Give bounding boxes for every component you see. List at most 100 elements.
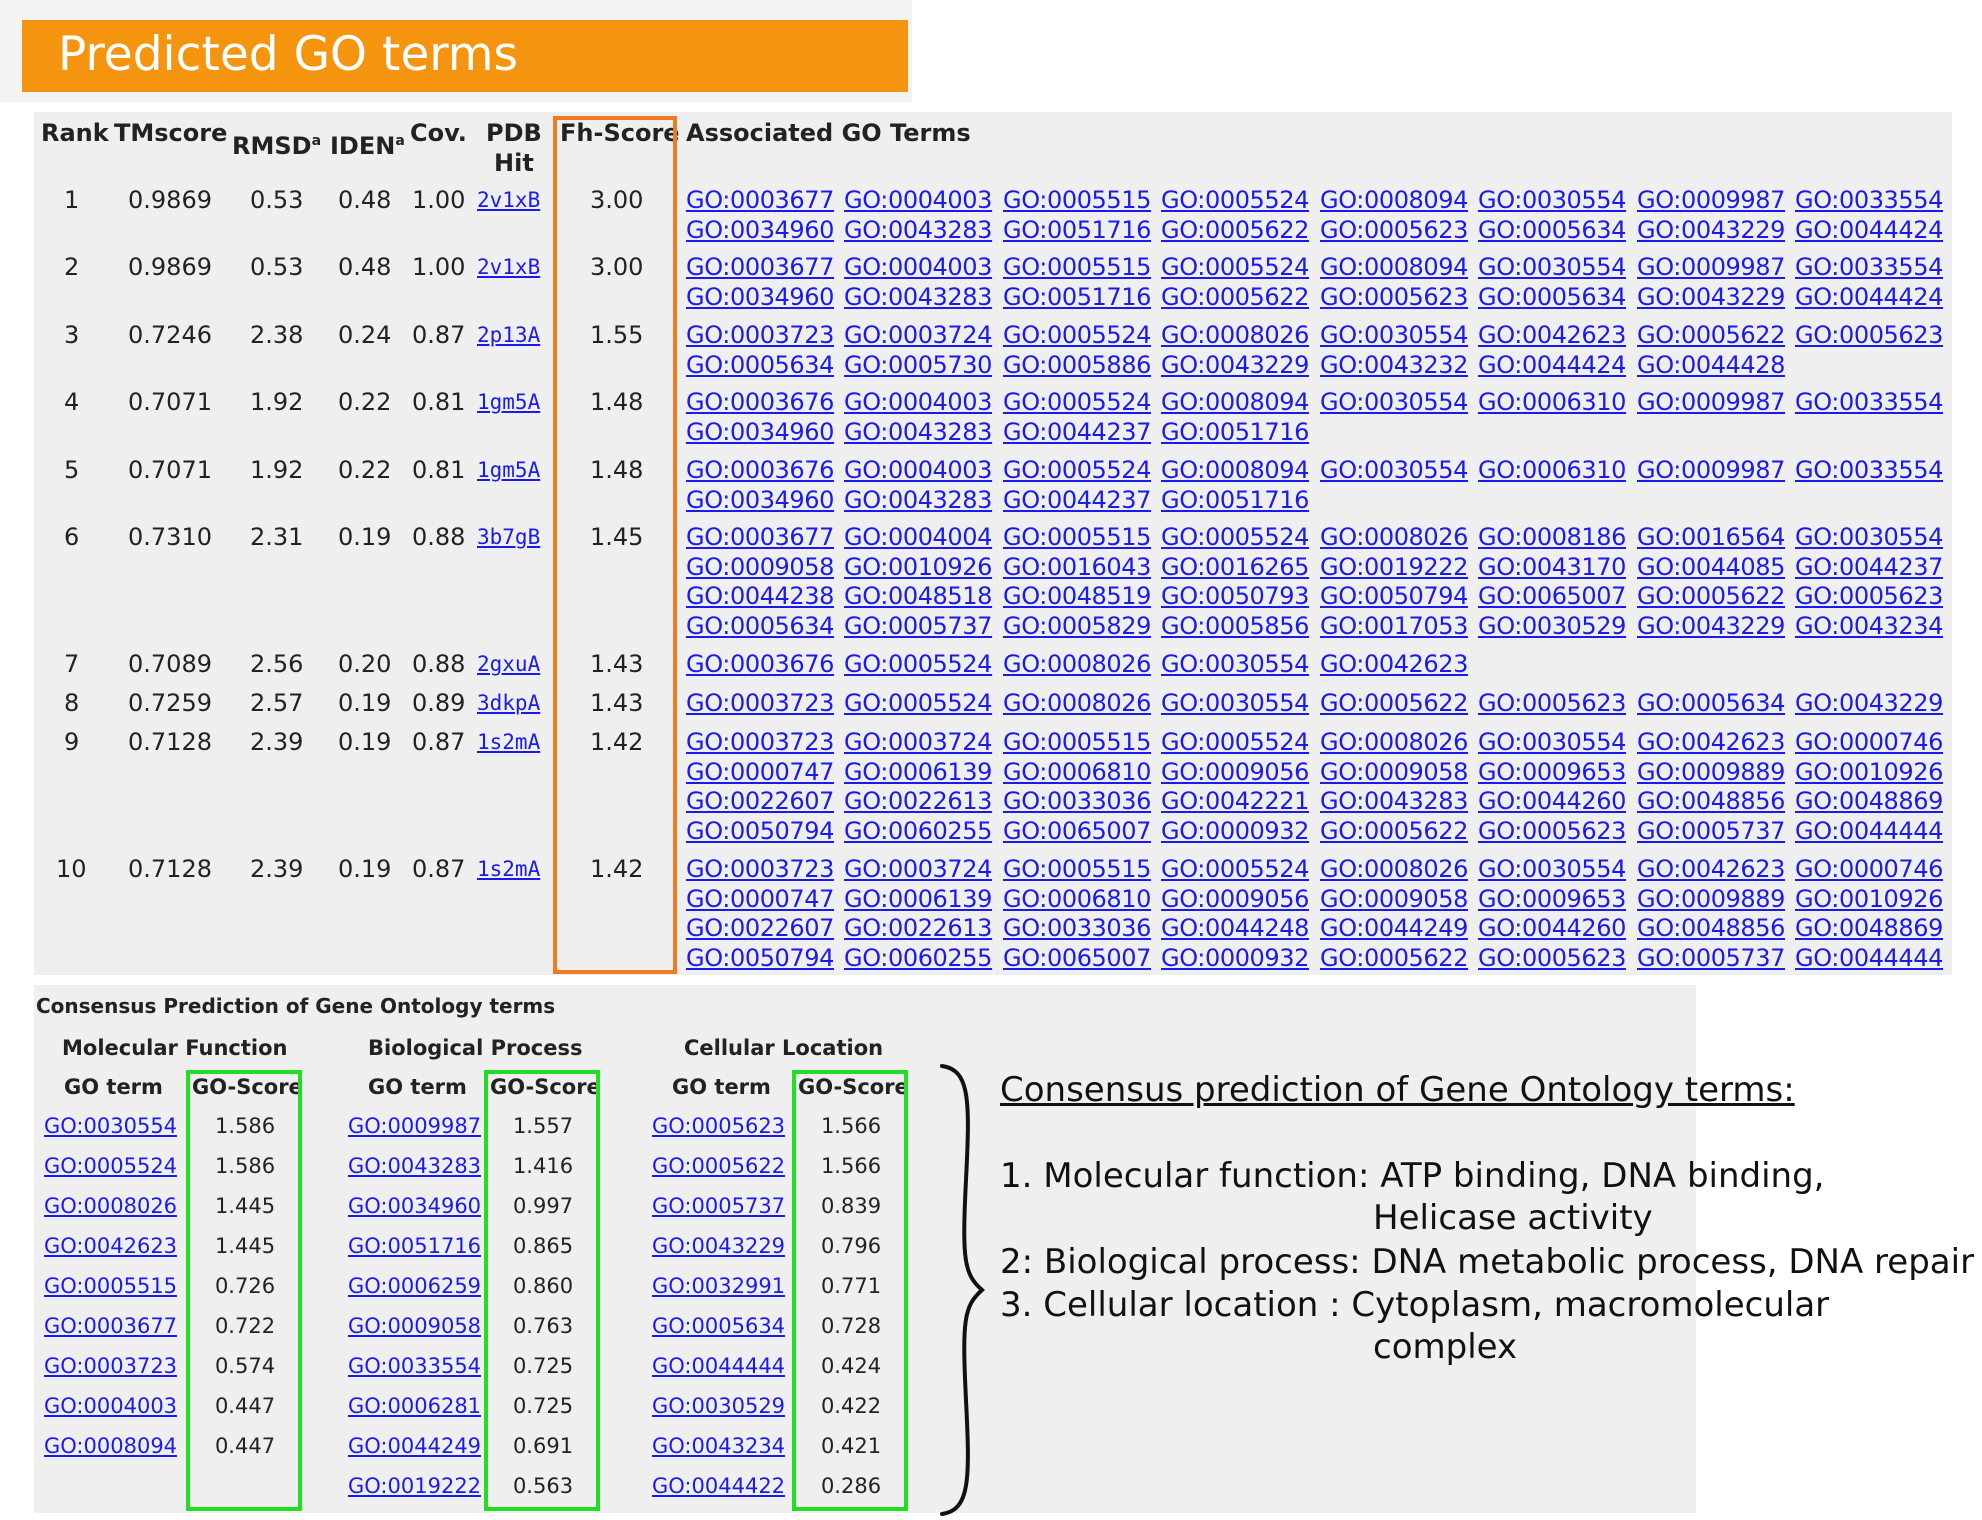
go-term-link[interactable]: GO:0005524 bbox=[1161, 253, 1310, 281]
go-term-link[interactable]: GO:0030554 bbox=[1320, 456, 1469, 484]
go-term-link[interactable]: GO:0044444 bbox=[1795, 816, 1944, 845]
go-term-link[interactable]: GO:0009056 bbox=[1161, 757, 1310, 786]
go-term-link[interactable]: GO:0016043 bbox=[1003, 552, 1152, 581]
go-term-link[interactable]: GO:0005886 bbox=[1003, 350, 1152, 379]
go-term-link[interactable]: GO:0005623 bbox=[1320, 215, 1469, 244]
go-term-link[interactable]: GO:0034960 bbox=[686, 215, 835, 244]
go-term-link[interactable]: GO:0043229 bbox=[1161, 350, 1310, 379]
go-term-link[interactable]: GO:0005524 bbox=[1003, 388, 1152, 416]
go-term-link[interactable]: GO:0030554 bbox=[1320, 388, 1469, 416]
go-term-link[interactable]: GO:0004003 bbox=[844, 253, 993, 281]
consensus-go-link[interactable]: GO:0004003 bbox=[44, 1394, 178, 1418]
go-term-link[interactable]: GO:0005634 bbox=[1478, 282, 1627, 311]
go-term-link[interactable]: GO:0043229 bbox=[1795, 689, 1944, 717]
go-term-link[interactable]: GO:0034960 bbox=[686, 417, 835, 446]
go-term-link[interactable]: GO:0006310 bbox=[1478, 456, 1627, 484]
consensus-go-link[interactable]: GO:0033554 bbox=[348, 1354, 482, 1378]
go-term-link[interactable]: GO:0044444 bbox=[1795, 943, 1944, 972]
go-term-link[interactable]: GO:0042623 bbox=[1637, 728, 1786, 756]
consensus-go-link[interactable]: GO:0005515 bbox=[44, 1274, 178, 1298]
go-term-link[interactable]: GO:0022613 bbox=[844, 914, 993, 942]
go-term-link[interactable]: GO:0008094 bbox=[1161, 456, 1310, 484]
pdb-hit-link[interactable]: 1gm5A bbox=[477, 390, 541, 414]
consensus-go-link[interactable]: GO:0043283 bbox=[348, 1154, 482, 1178]
go-term-link[interactable]: GO:0005634 bbox=[686, 611, 835, 640]
go-term-link[interactable]: GO:0060255 bbox=[844, 816, 993, 845]
go-term-link[interactable]: GO:0006810 bbox=[1003, 757, 1152, 786]
pdb-hit-link[interactable]: 2p13A bbox=[477, 323, 541, 347]
go-term-link[interactable]: GO:0005623 bbox=[1795, 582, 1944, 610]
go-term-link[interactable]: GO:0010926 bbox=[1795, 757, 1944, 786]
consensus-go-link[interactable]: GO:0044444 bbox=[652, 1354, 786, 1378]
pdb-hit-link[interactable]: 1gm5A bbox=[477, 458, 541, 482]
go-term-link[interactable]: GO:0016564 bbox=[1637, 523, 1786, 551]
go-term-link[interactable]: GO:0003724 bbox=[844, 855, 993, 883]
go-term-link[interactable]: GO:0051716 bbox=[1161, 417, 1310, 446]
go-term-link[interactable]: GO:0003724 bbox=[844, 728, 993, 756]
go-term-link[interactable]: GO:0005622 bbox=[1637, 582, 1786, 610]
go-term-link[interactable]: GO:0003676 bbox=[686, 456, 835, 484]
go-term-link[interactable]: GO:0008094 bbox=[1320, 253, 1469, 281]
go-term-link[interactable]: GO:0009653 bbox=[1478, 757, 1627, 786]
go-term-link[interactable]: GO:0005623 bbox=[1478, 943, 1627, 972]
go-term-link[interactable]: GO:0050793 bbox=[1161, 582, 1310, 610]
go-term-link[interactable]: GO:0043229 bbox=[1637, 215, 1786, 244]
go-term-link[interactable]: GO:0005622 bbox=[1320, 943, 1469, 972]
go-term-link[interactable]: GO:0030554 bbox=[1478, 253, 1627, 281]
go-term-link[interactable]: GO:0048856 bbox=[1637, 787, 1786, 815]
go-term-link[interactable]: GO:0051716 bbox=[1161, 485, 1310, 514]
go-term-link[interactable]: GO:0034960 bbox=[686, 485, 835, 514]
consensus-go-link[interactable]: GO:0030529 bbox=[652, 1394, 786, 1418]
go-term-link[interactable]: GO:0003723 bbox=[686, 728, 835, 756]
go-term-link[interactable]: GO:0003723 bbox=[686, 321, 835, 349]
go-term-link[interactable]: GO:0009987 bbox=[1637, 388, 1786, 416]
go-term-link[interactable]: GO:0005515 bbox=[1003, 855, 1152, 883]
go-term-link[interactable]: GO:0008026 bbox=[1161, 321, 1310, 349]
go-term-link[interactable]: GO:0005622 bbox=[1161, 282, 1310, 311]
consensus-go-link[interactable]: GO:0019222 bbox=[348, 1474, 482, 1498]
go-term-link[interactable]: GO:0000932 bbox=[1161, 943, 1310, 972]
go-term-link[interactable]: GO:0033554 bbox=[1795, 186, 1944, 214]
go-term-link[interactable]: GO:0043283 bbox=[844, 215, 993, 244]
pdb-hit-link[interactable]: 2gxuA bbox=[477, 652, 541, 676]
go-term-link[interactable]: GO:0030554 bbox=[1795, 523, 1944, 551]
go-term-link[interactable]: GO:0044424 bbox=[1795, 215, 1944, 244]
go-term-link[interactable]: GO:0051716 bbox=[1003, 282, 1152, 311]
go-term-link[interactable]: GO:0005524 bbox=[1161, 855, 1310, 883]
go-term-link[interactable]: GO:0005829 bbox=[1003, 611, 1152, 640]
go-term-link[interactable]: GO:0030554 bbox=[1478, 855, 1627, 883]
go-term-link[interactable]: GO:0019222 bbox=[1320, 552, 1469, 581]
go-term-link[interactable]: GO:0044428 bbox=[1637, 350, 1786, 379]
go-term-link[interactable]: GO:0048519 bbox=[1003, 582, 1152, 610]
consensus-go-link[interactable]: GO:0005524 bbox=[44, 1154, 178, 1178]
go-term-link[interactable]: GO:0044424 bbox=[1478, 350, 1627, 379]
go-term-link[interactable]: GO:0051716 bbox=[1003, 215, 1152, 244]
go-term-link[interactable]: GO:0009056 bbox=[1161, 884, 1310, 913]
go-term-link[interactable]: GO:0005623 bbox=[1478, 816, 1627, 845]
go-term-link[interactable]: GO:0005623 bbox=[1320, 282, 1469, 311]
go-term-link[interactable]: GO:0005524 bbox=[1003, 456, 1152, 484]
go-term-link[interactable]: GO:0003724 bbox=[844, 321, 993, 349]
go-term-link[interactable]: GO:0043232 bbox=[1320, 350, 1469, 379]
consensus-go-link[interactable]: GO:0003677 bbox=[44, 1314, 178, 1338]
consensus-go-link[interactable]: GO:0008026 bbox=[44, 1194, 178, 1218]
go-term-link[interactable]: GO:0005634 bbox=[1478, 215, 1627, 244]
go-term-link[interactable]: GO:0009058 bbox=[1320, 884, 1469, 913]
go-term-link[interactable]: GO:0003676 bbox=[686, 650, 835, 678]
go-term-link[interactable]: GO:0033036 bbox=[1003, 914, 1152, 942]
consensus-go-link[interactable]: GO:0043234 bbox=[652, 1434, 786, 1458]
go-term-link[interactable]: GO:0005515 bbox=[1003, 186, 1152, 214]
pdb-hit-link[interactable]: 2v1xB bbox=[477, 255, 541, 279]
go-term-link[interactable]: GO:0030554 bbox=[1161, 689, 1310, 717]
go-term-link[interactable]: GO:0044237 bbox=[1003, 417, 1152, 446]
go-term-link[interactable]: GO:0030554 bbox=[1161, 650, 1310, 678]
go-term-link[interactable]: GO:0003723 bbox=[686, 855, 835, 883]
go-term-link[interactable]: GO:0008026 bbox=[1320, 523, 1469, 551]
go-term-link[interactable]: GO:0017053 bbox=[1320, 611, 1469, 640]
go-term-link[interactable]: GO:0043170 bbox=[1478, 552, 1627, 581]
go-term-link[interactable]: GO:0006139 bbox=[844, 757, 993, 786]
go-term-link[interactable]: GO:0004004 bbox=[844, 523, 993, 551]
consensus-go-link[interactable]: GO:0032991 bbox=[652, 1274, 786, 1298]
go-term-link[interactable]: GO:0042221 bbox=[1161, 787, 1310, 815]
go-term-link[interactable]: GO:0005524 bbox=[1161, 728, 1310, 756]
